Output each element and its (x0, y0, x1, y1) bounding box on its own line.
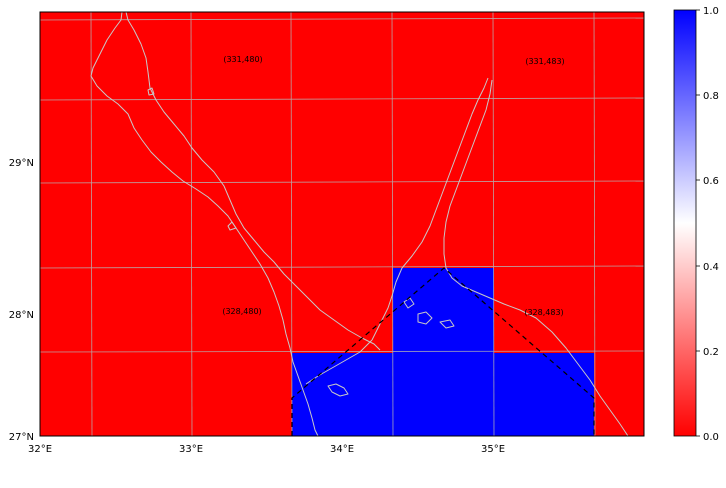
colorbar-tick-label: 1.0 (703, 6, 719, 17)
x-tick-label: 34°E (330, 444, 354, 455)
cell-label-331-480: (331,480) (223, 55, 262, 64)
map-frame (39, 11, 645, 437)
cell-label-328-480: (328,480) (222, 307, 261, 316)
map-plot-area: (331,480) (331,483) (328,480) (328,483) (40, 12, 644, 436)
x-axis: 32°E 33°E 34°E 35°E (28, 444, 505, 455)
y-tick-label: 27°N (9, 432, 34, 443)
y-tick-label: 29°N (9, 158, 34, 169)
x-tick-label: 33°E (179, 444, 203, 455)
colorbar-ticks (696, 9, 700, 437)
cell-label-328-483: (328,483) (524, 308, 563, 317)
colorbar-tick-label: 0.2 (703, 347, 719, 358)
x-tick-label: 32°E (28, 444, 52, 455)
colorbar-tick-label: 0.6 (703, 176, 719, 187)
colorbar-tick-label: 0.8 (703, 91, 719, 102)
colorbar: 0.0 0.2 0.4 0.6 0.8 1.0 (673, 6, 719, 443)
gridlines (40, 12, 644, 436)
x-tick-label: 35°E (481, 444, 505, 455)
highlight-cell-upper (393, 268, 494, 354)
colorbar-tick-label: 0.0 (703, 432, 719, 443)
cell-label-331-483: (331,483) (525, 57, 564, 66)
y-tick-label: 28°N (9, 310, 34, 321)
y-axis: 27°N 28°N 29°N (9, 158, 34, 443)
highlight-cell-lower (292, 353, 594, 436)
dashed-boundary (291, 267, 595, 436)
colorbar-gradient (673, 9, 697, 437)
coastlines (90, 12, 629, 436)
colorbar-tick-label: 0.4 (703, 262, 719, 273)
